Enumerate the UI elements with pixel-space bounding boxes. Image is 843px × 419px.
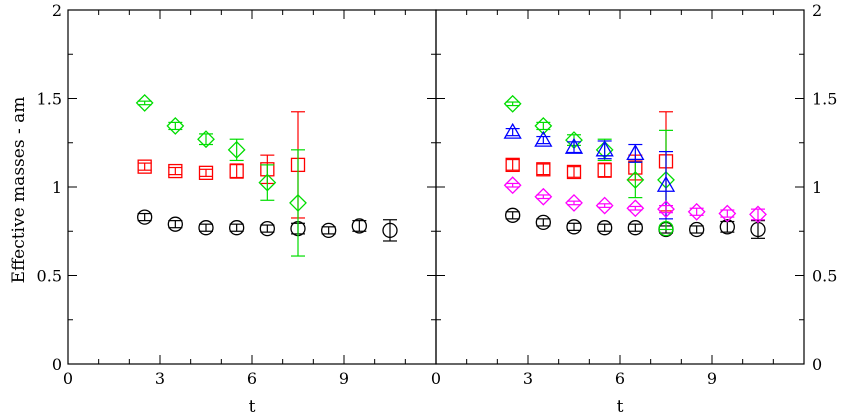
data-point-circle: [658, 220, 674, 237]
series-diamond: [503, 176, 767, 224]
y-tick-label: 2: [812, 1, 822, 20]
data-point-diamond: [227, 140, 246, 159]
y-tick-label: 1: [52, 178, 62, 197]
data-point-diamond: [626, 199, 645, 218]
x-tick-label: 0: [431, 369, 441, 388]
data-point-circle: [719, 219, 735, 235]
x-tick-label: 9: [707, 369, 717, 388]
data-point-diamond: [718, 204, 737, 223]
panel-right: 0 3 6 9 0 0.5 1 1.5 2: [431, 1, 838, 388]
x-tick-label: 0: [63, 369, 73, 388]
series-circle: [658, 220, 674, 237]
data-point-diamond: [135, 94, 154, 112]
series-square: [505, 111, 674, 212]
data-point-triangle: [534, 130, 553, 147]
data-point-diamond: [657, 200, 675, 219]
data-point-circle: [259, 220, 275, 237]
y-tick-label: 0.5: [37, 267, 62, 286]
data-point-square: [536, 162, 551, 177]
panel-frame: [67, 9, 437, 365]
y-tick-label: 0.5: [812, 267, 837, 286]
y-axis-title: Effective masses - am: [9, 97, 29, 284]
y-tick-label: 0: [52, 355, 62, 374]
data-point-square: [229, 163, 244, 179]
data-point-square: [198, 165, 214, 180]
series-circle: [137, 209, 398, 242]
y-tick-label: 1: [812, 178, 822, 197]
data-point-circle: [167, 216, 183, 232]
x-axis-title-left: t: [249, 397, 256, 417]
series-triangle: [503, 122, 676, 220]
data-point-circle: [321, 222, 337, 239]
data-point-circle: [597, 220, 613, 236]
data-point-circle: [505, 207, 521, 223]
data-point-circle: [535, 214, 551, 231]
y-tick-label: 1.5: [812, 90, 837, 109]
panel-left: 0 3 6 9 0 0.5 1 1.5 2: [37, 1, 437, 388]
x-axis-title-right: t: [617, 397, 624, 417]
x-tick-label: 6: [615, 369, 625, 388]
data-point-diamond: [197, 130, 215, 149]
data-point-circle: [689, 221, 705, 238]
data-point-diamond: [503, 94, 522, 113]
data-point-square: [505, 157, 520, 173]
data-point-diamond: [258, 173, 277, 192]
panel-frame: [435, 9, 805, 365]
series-diamond: [135, 94, 307, 257]
series-diamond: [503, 94, 675, 231]
data-point-square: [597, 163, 612, 178]
data-point-diamond: [534, 187, 553, 206]
data-point-circle: [351, 218, 367, 234]
x-tick-label: 9: [339, 369, 349, 388]
data-point-diamond: [626, 171, 645, 189]
data-point-diamond: [534, 117, 553, 135]
data-point-triangle: [503, 122, 522, 139]
data-point-triangle: [595, 140, 614, 157]
x-tick-label: 3: [155, 369, 165, 388]
series-circle: [505, 207, 766, 239]
data-point-diamond: [289, 194, 307, 212]
data-point-diamond: [503, 176, 522, 195]
data-point-triangle: [626, 144, 645, 161]
data-point-circle: [137, 209, 153, 225]
y-tick-label: 0: [812, 355, 822, 374]
data-point-square: [137, 159, 152, 174]
data-point-diamond: [749, 205, 767, 224]
data-point-diamond: [687, 202, 706, 221]
data-point-circle: [382, 222, 398, 239]
series-square: [137, 111, 306, 219]
x-tick-label: 6: [247, 369, 257, 388]
data-point-triangle: [564, 137, 584, 154]
data-point-diamond: [166, 117, 185, 135]
data-point-circle: [627, 220, 643, 236]
data-point-square: [168, 163, 183, 179]
y-tick-label: 1.5: [37, 90, 62, 109]
data-point-circle: [198, 220, 214, 236]
y-tick-label: 2: [52, 1, 62, 20]
data-point-triangle: [656, 175, 676, 192]
data-point-circle: [229, 220, 245, 236]
data-point-diamond: [595, 196, 614, 215]
data-point-square: [566, 164, 582, 180]
data-point-circle: [566, 219, 582, 235]
x-tick-label: 3: [523, 369, 533, 388]
data-point-diamond: [565, 194, 583, 212]
